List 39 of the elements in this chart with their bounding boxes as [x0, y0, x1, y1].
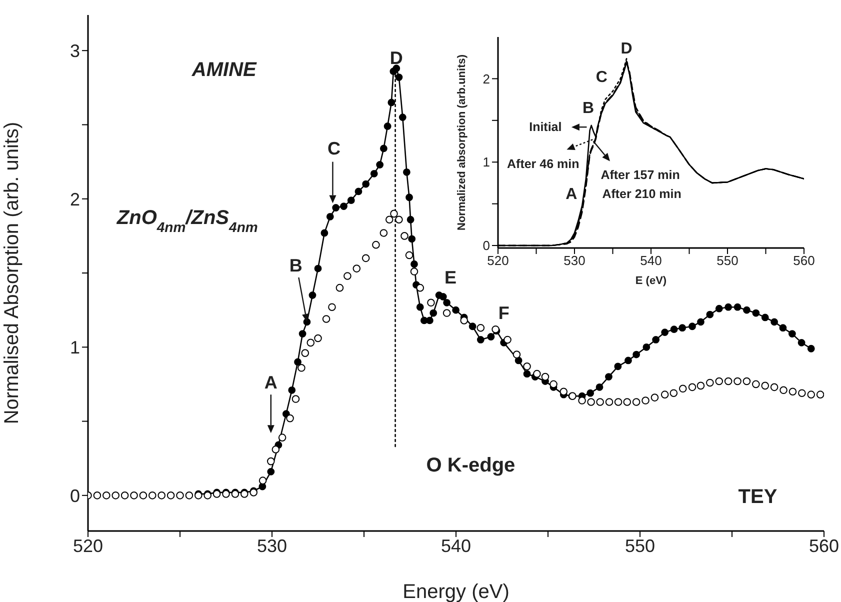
- x-tick-label: 560: [793, 253, 815, 268]
- y-tick-label: 0: [482, 238, 490, 254]
- annotation: D: [620, 40, 632, 58]
- annotation: ZnO$_{4nm}$/ZnS$_{4nm}$: [116, 207, 258, 236]
- annotation: A: [566, 186, 578, 203]
- annotation: TEY: [738, 486, 778, 508]
- y-tick-label: 1: [482, 154, 490, 170]
- y-tick-label: 3: [70, 40, 80, 61]
- annotation: C: [328, 138, 341, 158]
- annotation: AMINE: [190, 58, 258, 81]
- x-tick-label: 550: [716, 253, 738, 268]
- y-tick-label: 0: [70, 486, 80, 506]
- y-tick-label: 2: [482, 71, 490, 86]
- series-label: After 210 min: [602, 186, 682, 201]
- x-tick-label: 530: [256, 536, 288, 556]
- annotation: C: [596, 69, 608, 86]
- annotation: A: [264, 372, 278, 393]
- x-tick-label: 540: [640, 253, 662, 268]
- text: Initial: [529, 120, 562, 134]
- x-tick-label: 550: [624, 536, 656, 556]
- y-tick-label: 1: [70, 338, 80, 358]
- x-tick-label: 520: [487, 253, 509, 268]
- series-label: After 157 min: [600, 168, 680, 182]
- x-axis-title: E (eV): [635, 275, 667, 287]
- y-axis-title: Normalized absorption (arb.units): [456, 54, 468, 231]
- annotation: B: [289, 256, 302, 276]
- x-tick-label: 520: [72, 536, 104, 556]
- x-tick-label: 560: [808, 536, 840, 556]
- x-tick-label: 540: [440, 536, 472, 556]
- annotation: F: [498, 302, 510, 323]
- annotation: O K-edge: [426, 454, 516, 477]
- y-axis-title: Normalised Absorption (arb. units): [1, 122, 23, 424]
- x-tick-label: 530: [564, 253, 586, 268]
- series-label: After 46 min: [507, 156, 580, 171]
- x-axis-title: Energy (eV): [402, 581, 510, 602]
- annotation: B: [582, 100, 594, 117]
- annotation: E: [444, 267, 456, 288]
- annotation: D: [390, 48, 403, 68]
- y-tick-label: 2: [70, 189, 80, 210]
